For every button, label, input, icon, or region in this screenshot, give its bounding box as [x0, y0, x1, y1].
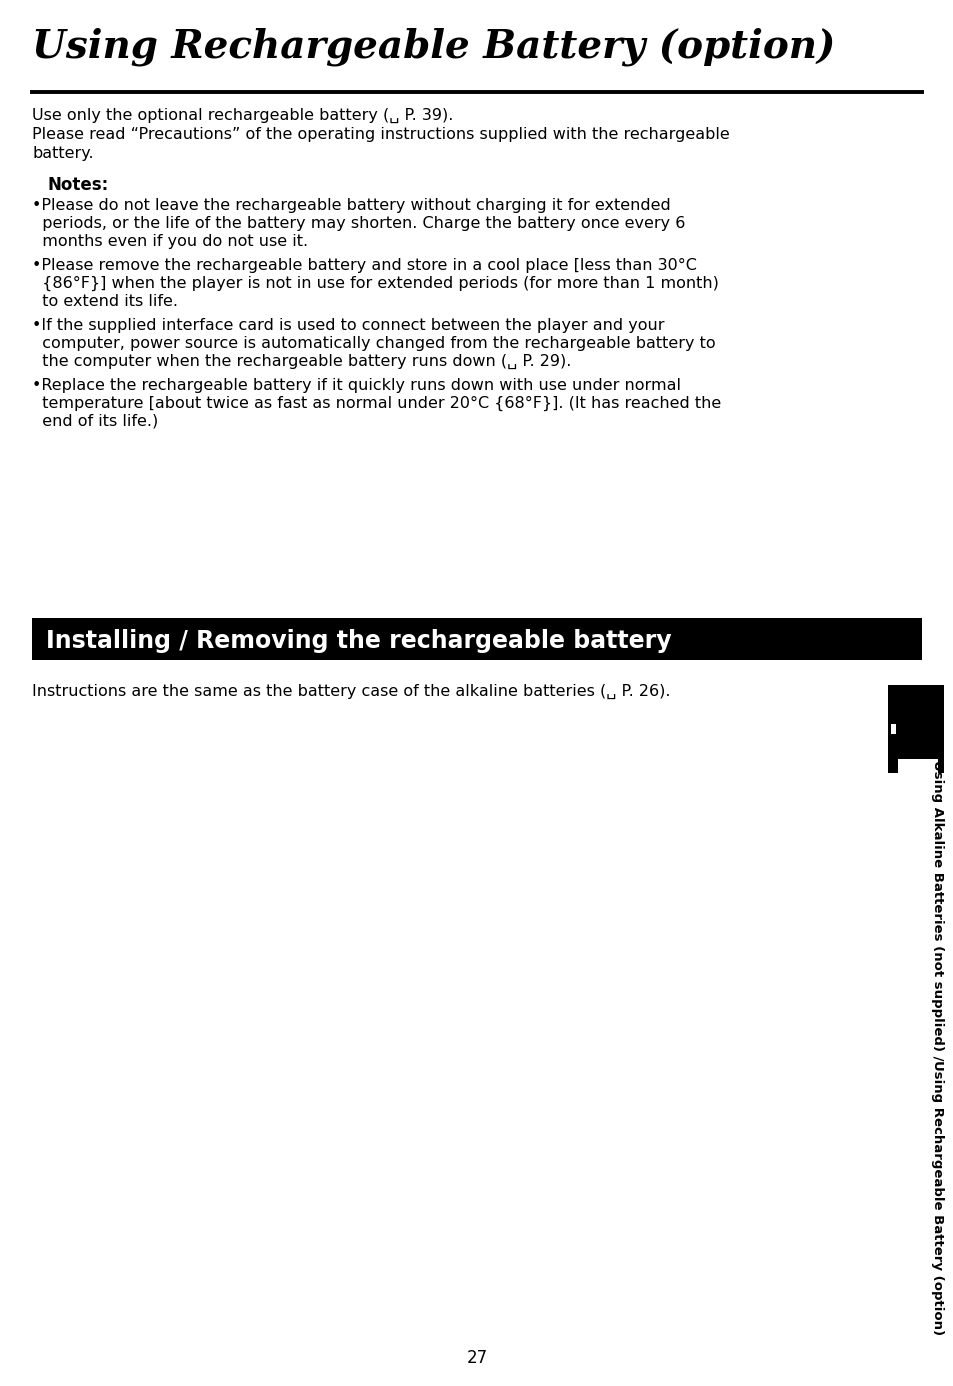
Text: computer, power source is automatically changed from the rechargeable battery to: computer, power source is automatically …	[32, 335, 715, 351]
Bar	[887, 685, 943, 773]
Text: periods, or the life of the battery may shorten. Charge the battery once every 6: periods, or the life of the battery may …	[32, 216, 684, 231]
Text: temperature [about twice as fast as normal under 20°C {68°F}]. (It has reached t: temperature [about twice as fast as norm…	[32, 396, 720, 412]
Text: Please read “Precautions” of the operating instructions supplied with the rechar: Please read “Precautions” of the operati…	[32, 128, 729, 141]
Text: battery.: battery.	[32, 146, 93, 161]
Text: •Replace the rechargeable battery if it quickly runs down with use under normal: •Replace the rechargeable battery if it …	[32, 378, 680, 394]
Text: Using Rechargeable Battery (option): Using Rechargeable Battery (option)	[32, 28, 835, 67]
Text: Using Alkaline Batteries (not supplied) /: Using Alkaline Batteries (not supplied) …	[930, 760, 943, 1060]
Bar	[890, 723, 895, 735]
Text: end of its life.): end of its life.)	[32, 414, 158, 430]
Text: months even if you do not use it.: months even if you do not use it.	[32, 234, 308, 249]
Text: Installing / Removing the rechargeable battery: Installing / Removing the rechargeable b…	[46, 629, 671, 653]
Text: Use only the optional rechargeable battery (␣ P. 39).: Use only the optional rechargeable batte…	[32, 108, 453, 123]
Bar	[897, 760, 937, 825]
Text: {86°F}] when the player is not in use for extended periods (for more than 1 mont: {86°F}] when the player is not in use fo…	[32, 276, 719, 291]
Text: Using Rechargeable Battery (option): Using Rechargeable Battery (option)	[930, 1060, 943, 1335]
Text: •Please do not leave the rechargeable battery without charging it for extended: •Please do not leave the rechargeable ba…	[32, 198, 670, 213]
Text: •Please remove the rechargeable battery and store in a cool place [less than 30°: •Please remove the rechargeable battery …	[32, 258, 696, 273]
Text: the computer when the rechargeable battery runs down (␣ P. 29).: the computer when the rechargeable batte…	[32, 353, 571, 369]
Text: to extend its life.: to extend its life.	[32, 294, 178, 309]
Text: 27: 27	[466, 1349, 487, 1367]
Text: Notes:: Notes:	[48, 176, 110, 194]
Text: •If the supplied interface card is used to connect between the player and your: •If the supplied interface card is used …	[32, 317, 664, 333]
Text: Instructions are the same as the battery case of the alkaline batteries (␣ P. 26: Instructions are the same as the battery…	[32, 685, 670, 699]
Bar	[32, 618, 921, 660]
